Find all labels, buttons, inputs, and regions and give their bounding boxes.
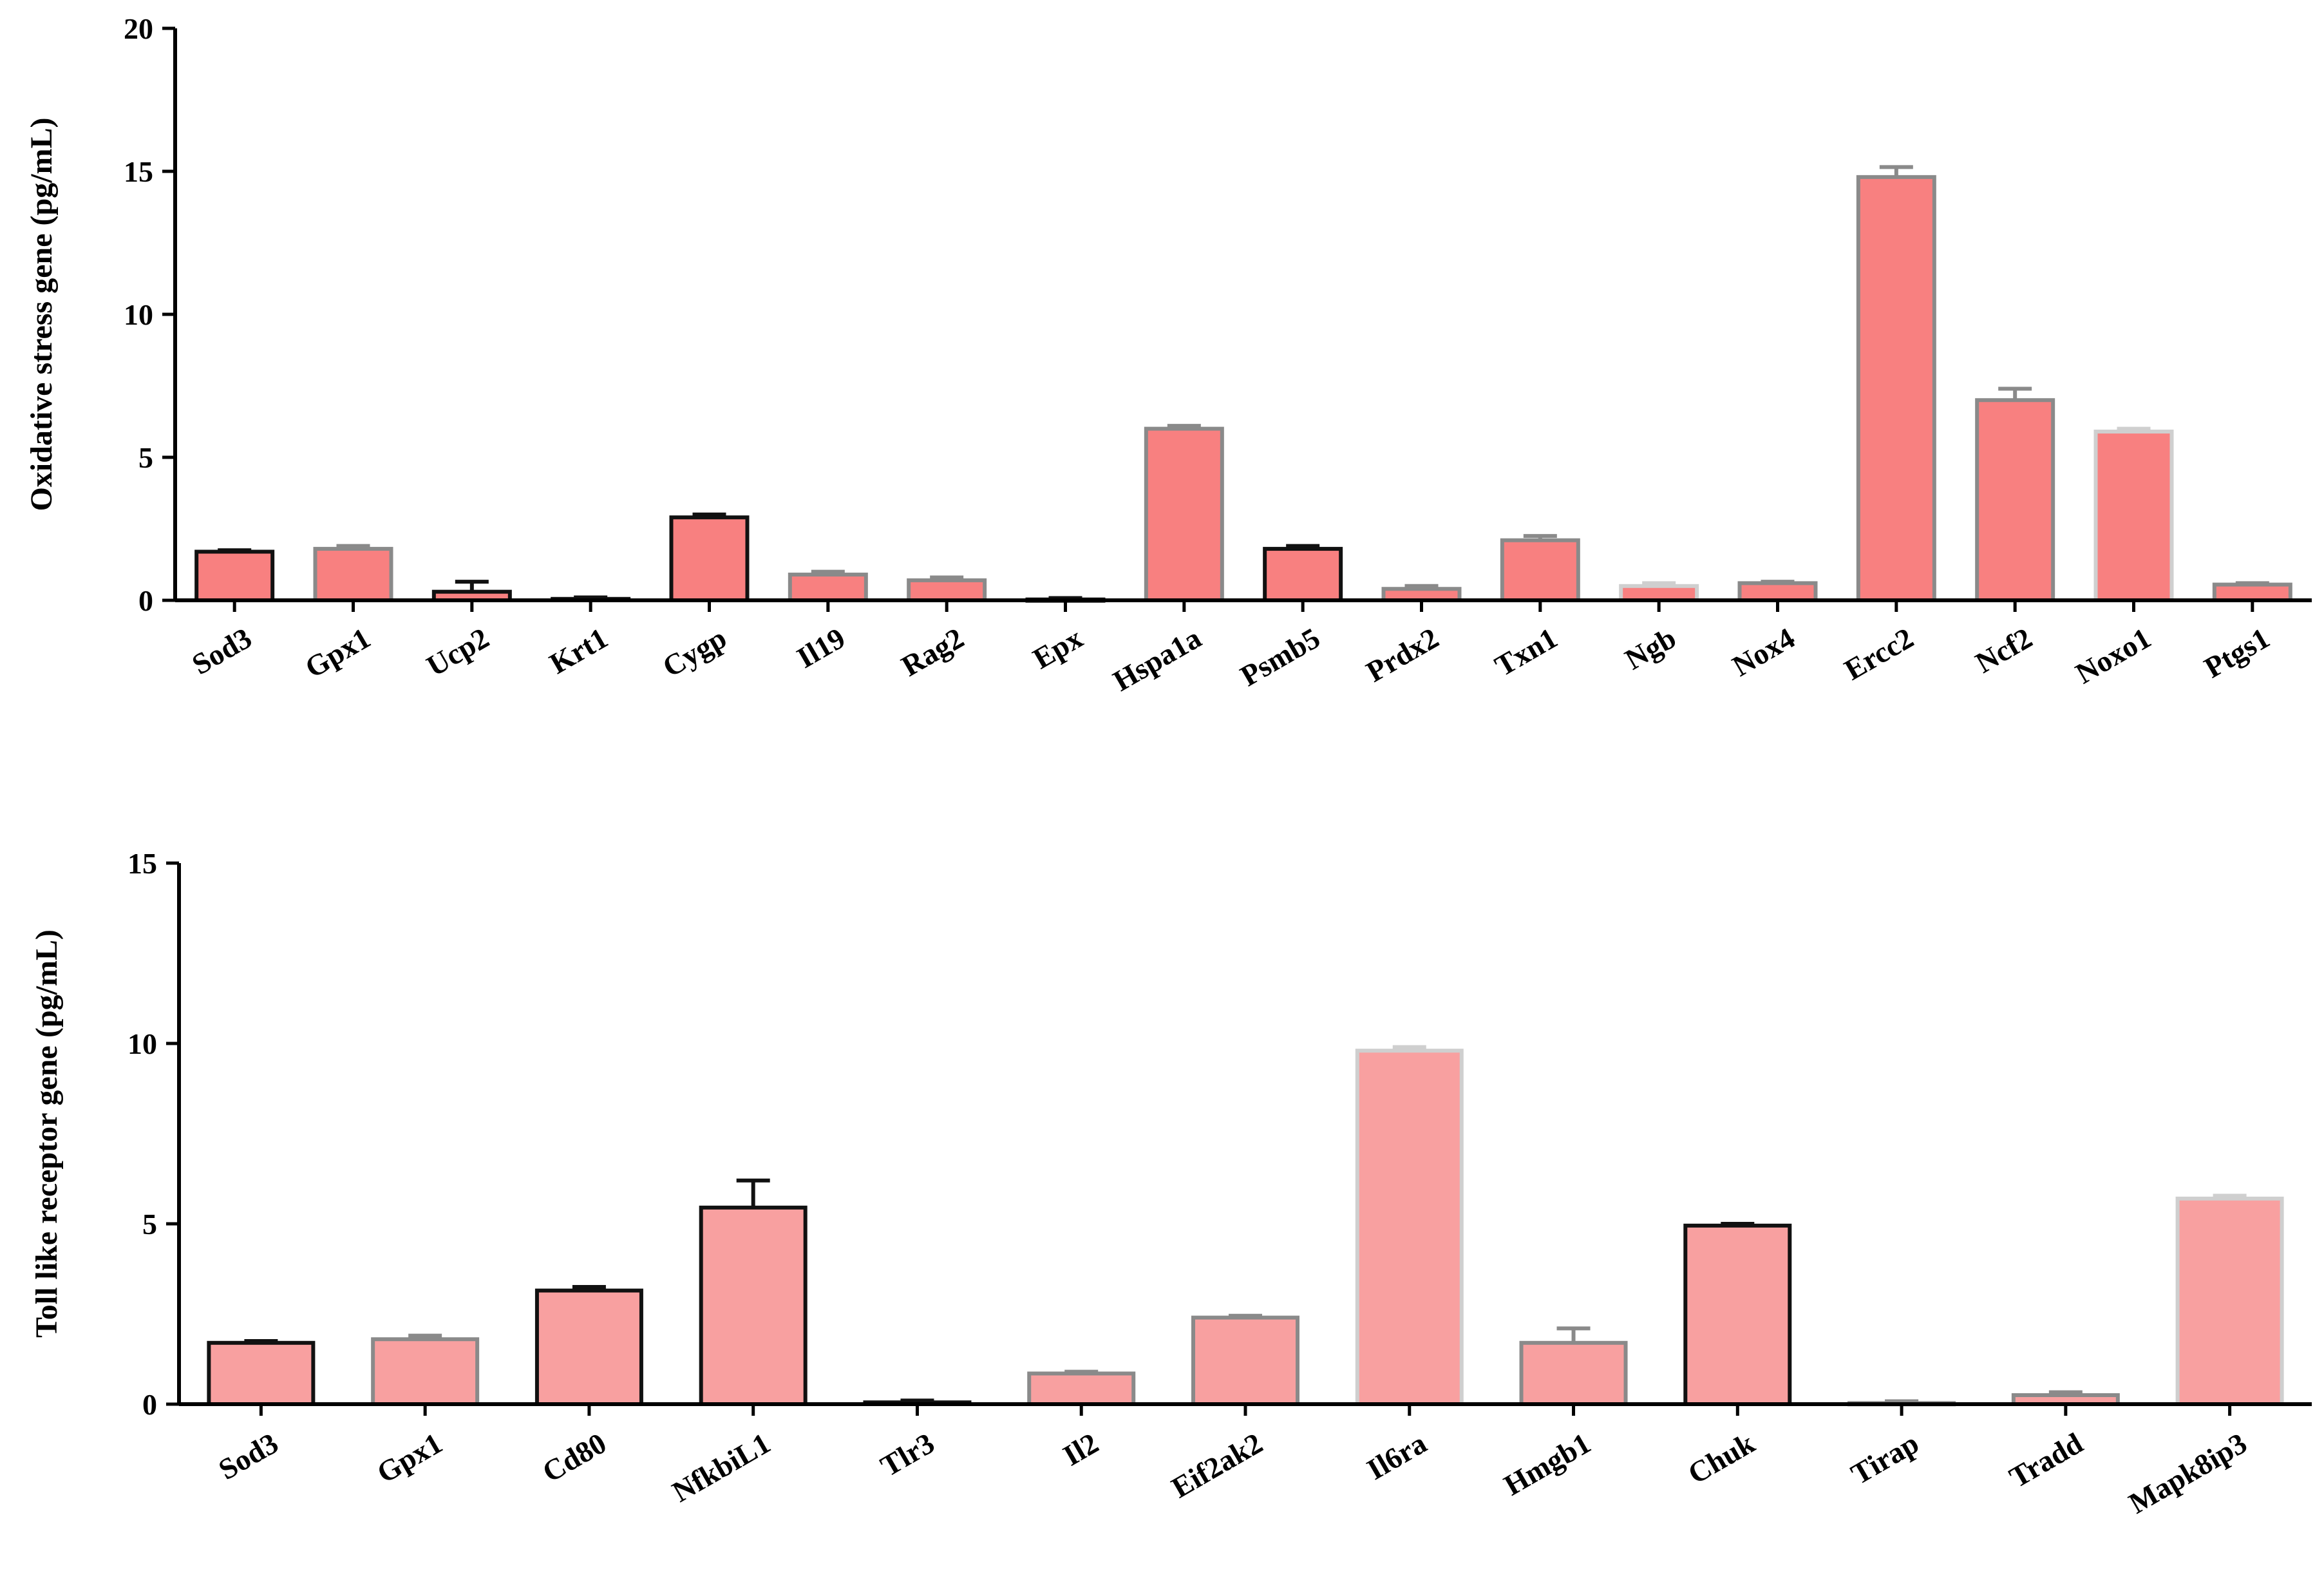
y-tick-label-0: 0: [138, 584, 153, 617]
category-label-eif2ak2: Eif2ak2: [1166, 1426, 1268, 1504]
bar-ercc2: [1856, 175, 1936, 602]
bar-gpx1: [313, 547, 393, 603]
bar-sod3: [207, 1340, 316, 1407]
bar-cd80: [534, 1288, 643, 1406]
y-tick-label-15: 15: [128, 847, 157, 880]
category-label-rag2: Rag2: [896, 621, 969, 682]
category-label-il19: Il19: [791, 621, 851, 674]
bar-hspa1a: [1144, 426, 1224, 602]
y-tick-label-10: 10: [128, 1027, 157, 1060]
y-axis-title: Toll like receptor gene (pg/mL): [30, 929, 64, 1338]
category-label-ercc2: Ercc2: [1839, 621, 1919, 686]
bar-sod3: [194, 549, 275, 603]
bar-noxo1: [2093, 430, 2174, 602]
category-label-cd80: Cd80: [537, 1426, 612, 1489]
bar-il2: [1027, 1371, 1136, 1406]
category-label-il6ra: Il6ra: [1361, 1426, 1432, 1486]
bar-eif2ak2: [1191, 1315, 1299, 1406]
category-label-ptgs1: Ptgs1: [2198, 621, 2274, 684]
bar-il6ra: [1355, 1049, 1464, 1406]
category-label-tlr3: Tlr3: [875, 1426, 940, 1483]
y-tick-label-20: 20: [124, 12, 153, 45]
category-label-nox4: Nox4: [1726, 621, 1800, 682]
bar-rag2: [907, 578, 987, 602]
oxidative-stress-chart: Sod3 Gpx1 Ucp2 Krt1 Cygp Il19 Rag2 Epx Hspa1a Psm…: [24, 12, 2312, 698]
bar-il19: [788, 573, 868, 602]
category-label-nfkbil1: NfkbiL1: [666, 1426, 775, 1508]
category-label-gpx1: Gpx1: [299, 621, 375, 684]
bar-nfkbil1: [699, 1205, 808, 1407]
bar-ptgs1: [2212, 582, 2292, 603]
category-label-mapk8ip3: Mapk8ip3: [2123, 1426, 2252, 1519]
category-label-txn1: Txn1: [1489, 621, 1563, 682]
y-axis-title: Oxidative stress gene (pg/mL): [24, 117, 59, 511]
bar-ncf2: [1975, 398, 2055, 602]
category-label-ncf2: Ncf2: [1970, 621, 2037, 679]
y-tick-label-5: 5: [138, 441, 153, 474]
category-label-ucp2: Ucp2: [421, 621, 495, 682]
category-label-sod3: Sod3: [187, 621, 258, 681]
category-label-sod3: Sod3: [213, 1426, 284, 1486]
category-label-tradd: Tradd: [2004, 1426, 2088, 1494]
category-label-prdx2: Prdx2: [1361, 621, 1444, 688]
category-label-hmgb1: Hmgb1: [1498, 1426, 1596, 1501]
category-label-epx: Epx: [1027, 621, 1088, 675]
bar-hmgb1: [1519, 1340, 1628, 1407]
category-label-psmb5: Psmb5: [1235, 621, 1326, 692]
category-label-chuk: Chuk: [1683, 1426, 1761, 1490]
y-tick-label-15: 15: [124, 155, 153, 188]
category-label-ngb: Ngb: [1620, 621, 1681, 676]
category-label-tirap: Tirap: [1846, 1426, 1924, 1490]
bar-nox4: [1737, 581, 1818, 602]
bar-txn1: [1500, 538, 1580, 603]
y-tick-label-5: 5: [142, 1208, 157, 1241]
bar-chuk: [1683, 1223, 1792, 1407]
category-label-krt1: Krt1: [544, 621, 613, 680]
category-label-gpx1: Gpx1: [372, 1426, 448, 1489]
bar-gpx1: [371, 1337, 480, 1406]
category-label-hspa1a: Hspa1a: [1108, 621, 1207, 697]
category-label-il2: Il2: [1057, 1426, 1104, 1472]
category-label-cygp: Cygp: [657, 621, 732, 683]
toll-like-receptor-chart: Sod3 Gpx1 Cd80 NfkbiL1 Tlr3 Il2 Eif2ak2 Il6ra Hm…: [30, 847, 2312, 1520]
category-label-noxo1: Noxo1: [2070, 621, 2157, 690]
bar-mapk8ip3: [2175, 1196, 2284, 1407]
bar-cygp: [669, 515, 750, 602]
y-tick-label-10: 10: [124, 298, 153, 331]
bar-psmb5: [1263, 547, 1343, 603]
y-tick-label-0: 0: [142, 1388, 157, 1421]
bar-ngb: [1619, 584, 1699, 602]
